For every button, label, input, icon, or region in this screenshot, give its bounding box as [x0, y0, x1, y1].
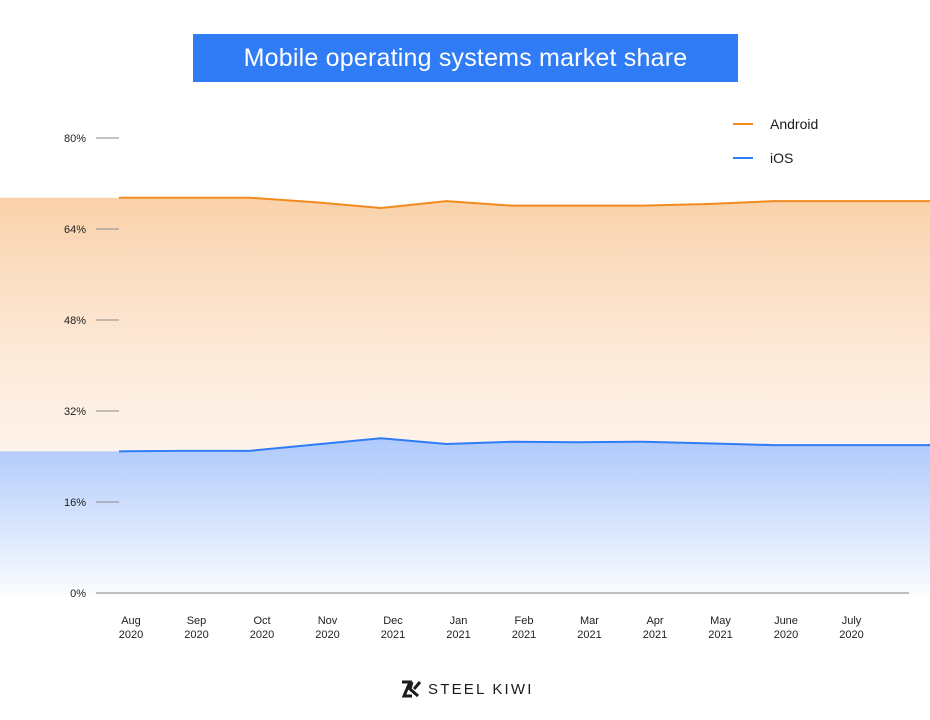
- x-tick-label-year: 2020: [119, 629, 143, 641]
- series-line-ios: [118, 437, 930, 453]
- x-tick-label-month: Apr: [646, 615, 663, 627]
- x-tick-label-month: Sep: [187, 615, 207, 627]
- android-area: [0, 197, 930, 452]
- area-fills: [0, 197, 930, 720]
- x-tick-label-month: May: [710, 615, 731, 627]
- ios-area: [0, 438, 930, 603]
- x-tick-label-year: 2021: [708, 629, 732, 641]
- brand-name: STEEL KIWI: [428, 680, 534, 698]
- below-axis-mask: [0, 594, 930, 720]
- x-tick-label-year: 2020: [184, 629, 208, 641]
- legend-label-android: Android: [770, 116, 818, 132]
- y-tick-label: 48%: [64, 315, 86, 327]
- x-tick-label-month: Mar: [580, 615, 599, 627]
- x-tick-label-month: Dec: [383, 615, 403, 627]
- x-tick-label-month: June: [774, 615, 798, 627]
- x-tick-label-year: 2021: [643, 629, 667, 641]
- x-tick-label-year: 2020: [774, 629, 798, 641]
- x-tick-label-year: 2021: [512, 629, 536, 641]
- series-lines: [118, 196, 930, 453]
- x-tick-label-year: 2021: [381, 629, 405, 641]
- axes: 0% 16% 32% 48% 64% 80% Aug 2020 Sep 2020 Oct 2020 No…: [64, 133, 909, 641]
- x-tick-label-month: Jan: [450, 615, 468, 627]
- y-tick-label: 0%: [70, 588, 86, 600]
- x-tick-label-month: Nov: [318, 615, 338, 627]
- y-tick-label: 80%: [64, 133, 86, 145]
- x-tick-label-year: 2020: [250, 629, 274, 641]
- x-tick-label-year: 2021: [446, 629, 470, 641]
- x-tick-label-year: 2021: [577, 629, 601, 641]
- sk-monogram-icon: [401, 680, 422, 698]
- y-tick-label: 32%: [64, 406, 86, 418]
- legend: Android iOS: [733, 116, 818, 166]
- y-tick-label: 64%: [64, 224, 86, 236]
- x-tick-label-month: Aug: [121, 615, 141, 627]
- x-tick-label-year: 2020: [839, 629, 863, 641]
- x-tick-label-month: Feb: [515, 615, 534, 627]
- x-tick-label-month: Oct: [253, 615, 270, 627]
- series-line-android: [119, 196, 930, 209]
- x-tick-label-year: 2020: [315, 629, 339, 641]
- legend-label-ios: iOS: [770, 150, 793, 166]
- x-tick-label-month: July: [842, 615, 862, 627]
- chart-title-banner: Mobile operating systems market share: [193, 34, 738, 82]
- brand-logo: STEEL KIWI: [400, 678, 534, 700]
- y-tick-label: 16%: [64, 497, 86, 509]
- chart-title: Mobile operating systems market share: [243, 43, 688, 72]
